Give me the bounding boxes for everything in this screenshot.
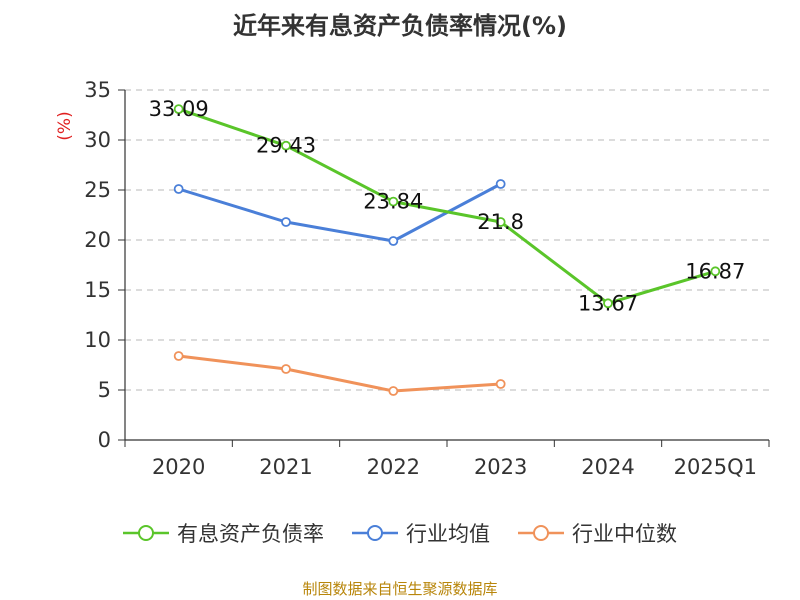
y-tick-label: 10	[84, 328, 111, 352]
legend-item-rate[interactable]: 有息资产负债率	[123, 518, 324, 548]
y-axis-label: (%)	[55, 111, 75, 140]
y-tick-label: 35	[84, 78, 111, 102]
data-point	[173, 104, 184, 114]
x-tick-label: 2022	[367, 455, 420, 479]
legend-label-mean: 行业均值	[406, 522, 490, 546]
legend-marker-rate	[123, 525, 169, 541]
x-tick-label: 2021	[259, 455, 312, 479]
data-point	[281, 217, 291, 227]
y-tick-label: 15	[84, 278, 111, 302]
data-label: 21.8	[477, 210, 524, 234]
series-line	[178, 107, 716, 305]
legend-item-median[interactable]: 行业中位数	[518, 518, 677, 548]
data-point	[495, 179, 506, 189]
x-tick-label: 2025Q1	[674, 455, 757, 479]
y-tick-label: 20	[84, 228, 111, 252]
data-point	[603, 298, 613, 309]
data-label: 16.87	[685, 259, 745, 283]
data-label: 33.09	[149, 97, 209, 121]
legend-marker-median	[518, 525, 564, 541]
data-point	[281, 140, 291, 151]
legend-label-median: 行业中位数	[572, 522, 677, 546]
x-tick-label: 2020	[152, 455, 205, 479]
data-label: 13.67	[578, 291, 638, 315]
legend-label-rate: 有息资产负债率	[177, 522, 324, 546]
data-point	[388, 236, 399, 246]
data-point	[388, 196, 399, 207]
y-tick-label: 0	[98, 428, 111, 452]
data-point	[173, 351, 184, 361]
legend-item-mean[interactable]: 行业均值	[352, 518, 490, 548]
chart-title: 近年来有息资产负债率情况(%)	[233, 12, 567, 40]
series-line	[178, 354, 501, 393]
y-tick-label: 5	[98, 378, 111, 402]
y-tick-label: 25	[84, 178, 111, 202]
data-source-note: 制图数据来自恒生聚源数据库	[302, 580, 498, 598]
data-point	[281, 364, 291, 374]
data-point	[173, 184, 184, 194]
data-point	[388, 386, 399, 396]
data-point	[495, 217, 506, 227]
data-point	[495, 379, 506, 389]
x-tick-label: 2024	[581, 455, 634, 479]
data-label: 23.84	[363, 190, 423, 214]
data-label: 29.43	[256, 134, 316, 158]
legend-marker-mean	[352, 525, 398, 541]
y-tick-label: 30	[84, 128, 111, 152]
data-point	[710, 266, 721, 277]
x-tick-label: 2023	[474, 455, 527, 479]
legend: 有息资产负债率 行业均值 行业中位数	[0, 518, 800, 548]
